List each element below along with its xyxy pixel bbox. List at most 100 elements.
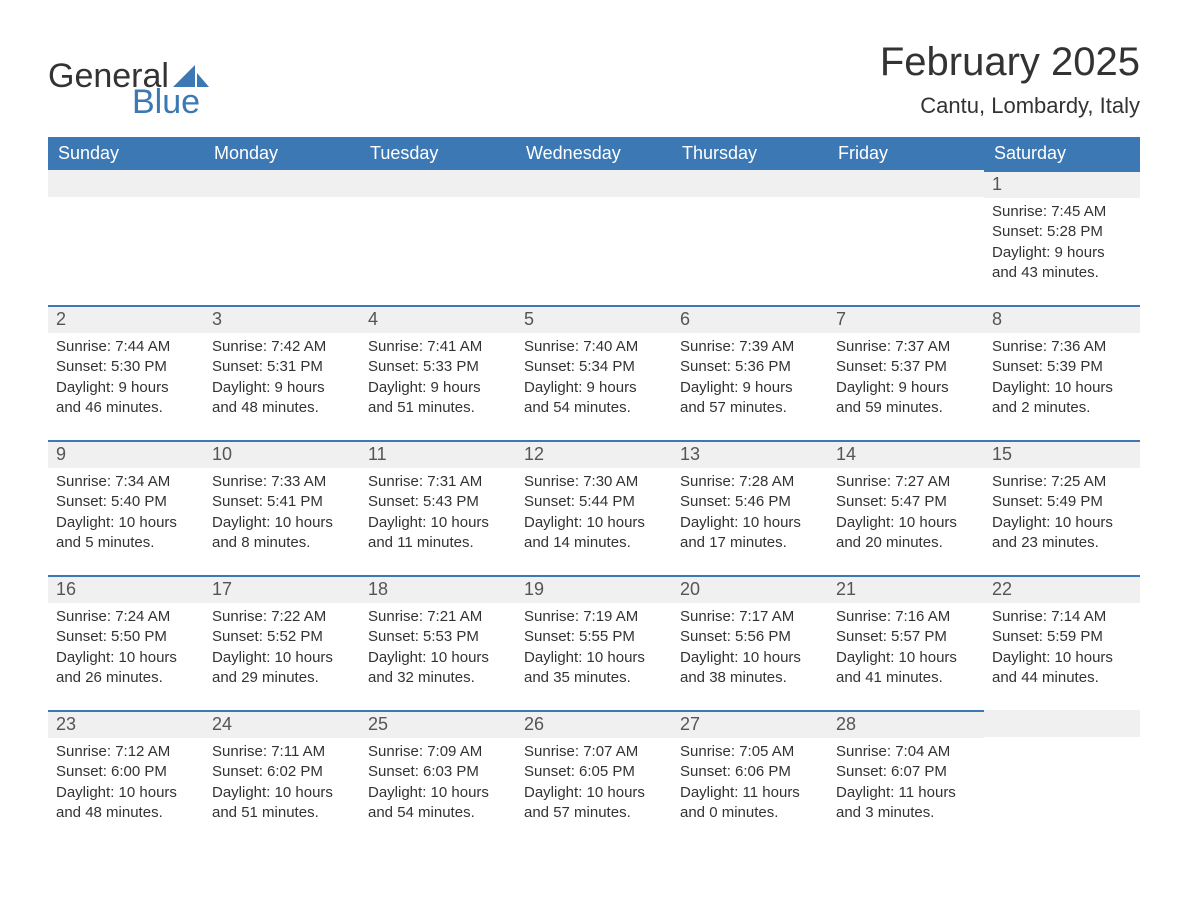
sunset-value: 5:59 PM (1047, 628, 1103, 645)
day-number: 1 (984, 170, 1140, 198)
sunset-line: Sunset: 6:05 PM (524, 762, 664, 782)
calendar-cell: 25Sunrise: 7:09 AMSunset: 6:03 PMDayligh… (360, 710, 516, 823)
day-number: 12 (516, 440, 672, 468)
day-number: 22 (984, 575, 1140, 603)
sunrise-line: Sunrise: 7:04 AM (836, 742, 976, 762)
sunset-label: Sunset (992, 493, 1039, 510)
sunrise-line: Sunrise: 7:17 AM (680, 607, 820, 627)
sunrise-label: Sunrise (368, 608, 419, 625)
daylight-line: Daylight: 9 hours and 54 minutes. (524, 378, 664, 419)
sunrise-value: 7:28 AM (739, 473, 794, 490)
sunset-label: Sunset (56, 628, 103, 645)
daylight-line: Daylight: 9 hours and 59 minutes. (836, 378, 976, 419)
sunset-line: Sunset: 5:43 PM (368, 492, 508, 512)
sunrise-line: Sunrise: 7:30 AM (524, 472, 664, 492)
calendar-cell: 12Sunrise: 7:30 AMSunset: 5:44 PMDayligh… (516, 440, 672, 553)
daylight-line: Daylight: 10 hours and 48 minutes. (56, 783, 196, 824)
top-bar: General Blue February 2025 Cantu, Lombar… (48, 40, 1140, 119)
day-details: Sunrise: 7:30 AMSunset: 5:44 PMDaylight:… (516, 468, 672, 553)
sunrise-label: Sunrise (992, 473, 1043, 490)
sunrise-value: 7:05 AM (739, 743, 794, 760)
calendar-cell: 3Sunrise: 7:42 AMSunset: 5:31 PMDaylight… (204, 305, 360, 418)
sunrise-value: 7:24 AM (115, 608, 170, 625)
sunset-value: 5:53 PM (423, 628, 479, 645)
daylight-label: Daylight (524, 784, 578, 801)
calendar-cell: 21Sunrise: 7:16 AMSunset: 5:57 PMDayligh… (828, 575, 984, 688)
sunset-line: Sunset: 5:52 PM (212, 627, 352, 647)
sunrise-label: Sunrise (368, 743, 419, 760)
day-number: 7 (828, 305, 984, 333)
daylight-line: Daylight: 9 hours and 43 minutes. (992, 243, 1132, 284)
sunset-line: Sunset: 5:46 PM (680, 492, 820, 512)
sunset-line: Sunset: 5:40 PM (56, 492, 196, 512)
day-details: Sunrise: 7:04 AMSunset: 6:07 PMDaylight:… (828, 738, 984, 823)
sunset-value: 5:55 PM (579, 628, 635, 645)
sunrise-value: 7:25 AM (1051, 473, 1106, 490)
day-details: Sunrise: 7:44 AMSunset: 5:30 PMDaylight:… (48, 333, 204, 418)
sunrise-label: Sunrise (836, 608, 887, 625)
sunset-line: Sunset: 5:49 PM (992, 492, 1132, 512)
sunrise-value: 7:30 AM (583, 473, 638, 490)
calendar-body: 1Sunrise: 7:45 AMSunset: 5:28 PMDaylight… (48, 170, 1140, 823)
weekday-header: Monday (204, 137, 360, 170)
sunrise-value: 7:41 AM (427, 338, 482, 355)
sunset-label: Sunset (680, 628, 727, 645)
weekday-header: Thursday (672, 137, 828, 170)
day-details: Sunrise: 7:19 AMSunset: 5:55 PMDaylight:… (516, 603, 672, 688)
sunset-label: Sunset (368, 358, 415, 375)
sunset-label: Sunset (836, 763, 883, 780)
calendar-cell: 26Sunrise: 7:07 AMSunset: 6:05 PMDayligh… (516, 710, 672, 823)
sunset-label: Sunset (836, 358, 883, 375)
sunrise-line: Sunrise: 7:41 AM (368, 337, 508, 357)
sunrise-line: Sunrise: 7:16 AM (836, 607, 976, 627)
daylight-line: Daylight: 10 hours and 5 minutes. (56, 513, 196, 554)
sunrise-line: Sunrise: 7:11 AM (212, 742, 352, 762)
daylight-label: Daylight (992, 244, 1046, 261)
sunrise-line: Sunrise: 7:21 AM (368, 607, 508, 627)
sunset-line: Sunset: 6:00 PM (56, 762, 196, 782)
calendar-week: 9Sunrise: 7:34 AMSunset: 5:40 PMDaylight… (48, 440, 1140, 553)
calendar-cell: 6Sunrise: 7:39 AMSunset: 5:36 PMDaylight… (672, 305, 828, 418)
day-details: Sunrise: 7:41 AMSunset: 5:33 PMDaylight:… (360, 333, 516, 418)
day-number: 15 (984, 440, 1140, 468)
sunset-label: Sunset (212, 358, 259, 375)
daylight-line: Daylight: 10 hours and 8 minutes. (212, 513, 352, 554)
day-details: Sunrise: 7:40 AMSunset: 5:34 PMDaylight:… (516, 333, 672, 418)
day-number: 27 (672, 710, 828, 738)
calendar-cell: 20Sunrise: 7:17 AMSunset: 5:56 PMDayligh… (672, 575, 828, 688)
empty-day-bar (204, 170, 360, 197)
sunset-value: 5:37 PM (891, 358, 947, 375)
daylight-label: Daylight (56, 784, 110, 801)
empty-day-bar (672, 170, 828, 197)
sunrise-label: Sunrise (992, 608, 1043, 625)
calendar-cell: 10Sunrise: 7:33 AMSunset: 5:41 PMDayligh… (204, 440, 360, 553)
day-details: Sunrise: 7:11 AMSunset: 6:02 PMDaylight:… (204, 738, 360, 823)
sunset-value: 6:00 PM (111, 763, 167, 780)
sunset-value: 6:06 PM (735, 763, 791, 780)
sunrise-label: Sunrise (212, 743, 263, 760)
sunrise-line: Sunrise: 7:27 AM (836, 472, 976, 492)
sunset-value: 5:28 PM (1047, 223, 1103, 240)
sunset-line: Sunset: 5:36 PM (680, 357, 820, 377)
sunset-value: 6:05 PM (579, 763, 635, 780)
day-number: 26 (516, 710, 672, 738)
day-details: Sunrise: 7:34 AMSunset: 5:40 PMDaylight:… (48, 468, 204, 553)
day-details: Sunrise: 7:21 AMSunset: 5:53 PMDaylight:… (360, 603, 516, 688)
sunrise-value: 7:21 AM (427, 608, 482, 625)
sunrise-label: Sunrise (680, 473, 731, 490)
calendar-cell: 28Sunrise: 7:04 AMSunset: 6:07 PMDayligh… (828, 710, 984, 823)
day-details: Sunrise: 7:25 AMSunset: 5:49 PMDaylight:… (984, 468, 1140, 553)
weekday-header: Friday (828, 137, 984, 170)
sunset-line: Sunset: 5:34 PM (524, 357, 664, 377)
day-details: Sunrise: 7:09 AMSunset: 6:03 PMDaylight:… (360, 738, 516, 823)
daylight-label: Daylight (368, 784, 422, 801)
sunset-label: Sunset (368, 763, 415, 780)
daylight-line: Daylight: 10 hours and 14 minutes. (524, 513, 664, 554)
sunrise-label: Sunrise (56, 608, 107, 625)
sunset-label: Sunset (992, 628, 1039, 645)
calendar-cell: 16Sunrise: 7:24 AMSunset: 5:50 PMDayligh… (48, 575, 204, 688)
sunset-label: Sunset (524, 493, 571, 510)
day-number: 10 (204, 440, 360, 468)
calendar-cell (672, 170, 828, 283)
day-details: Sunrise: 7:36 AMSunset: 5:39 PMDaylight:… (984, 333, 1140, 418)
